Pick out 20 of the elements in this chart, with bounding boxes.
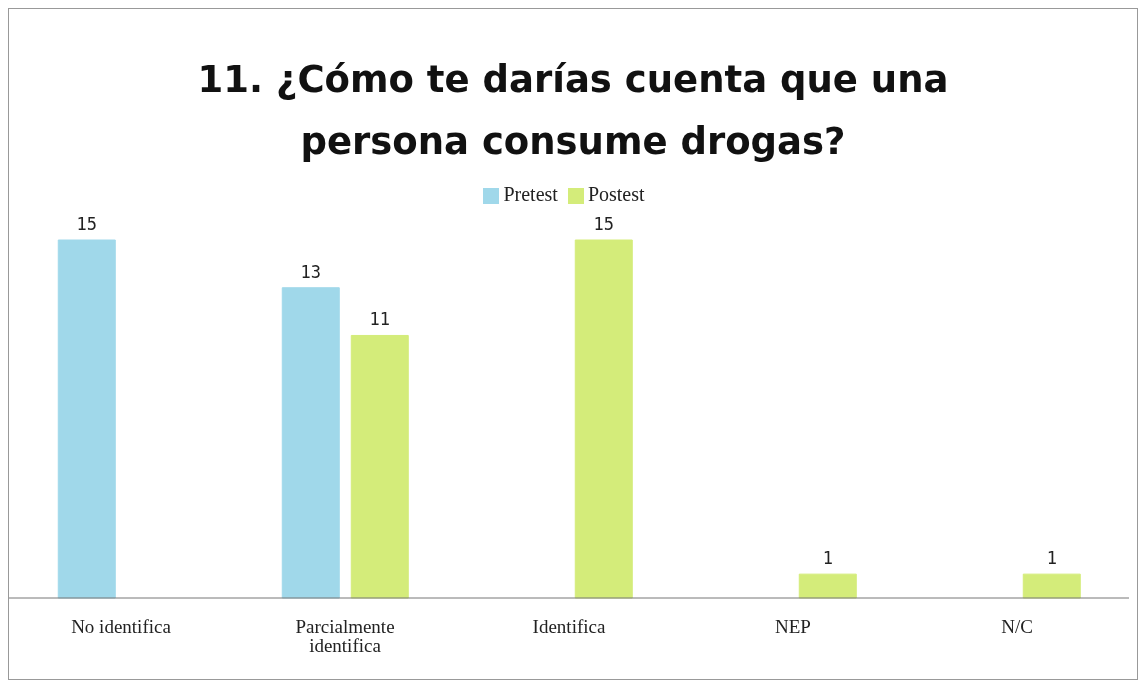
data-label: 1: [1046, 548, 1057, 569]
data-label: 15: [76, 214, 98, 234]
bar: [798, 573, 857, 599]
bar: [574, 239, 633, 599]
x-tick-label: N/C: [1001, 616, 1033, 638]
x-tick-label: NEP: [775, 616, 811, 638]
bar: [350, 334, 409, 599]
bar: [281, 287, 340, 599]
bar: [57, 239, 116, 599]
x-tick-label: Parcialmente identifica: [295, 616, 395, 657]
data-label: 15: [593, 214, 615, 234]
data-label: 11: [369, 309, 391, 330]
legend-label: Pretest: [503, 183, 558, 205]
bar: [1022, 573, 1081, 599]
legend-label: Postest: [587, 183, 645, 205]
x-tick-label: Identifica: [532, 616, 606, 638]
chart-title: 11. ¿Cómo te darías cuenta que una persona consume drogas?: [196, 57, 950, 165]
data-label: 1: [822, 548, 833, 569]
data-label: 13: [300, 261, 322, 282]
x-tick-label: No identifica: [71, 616, 172, 638]
